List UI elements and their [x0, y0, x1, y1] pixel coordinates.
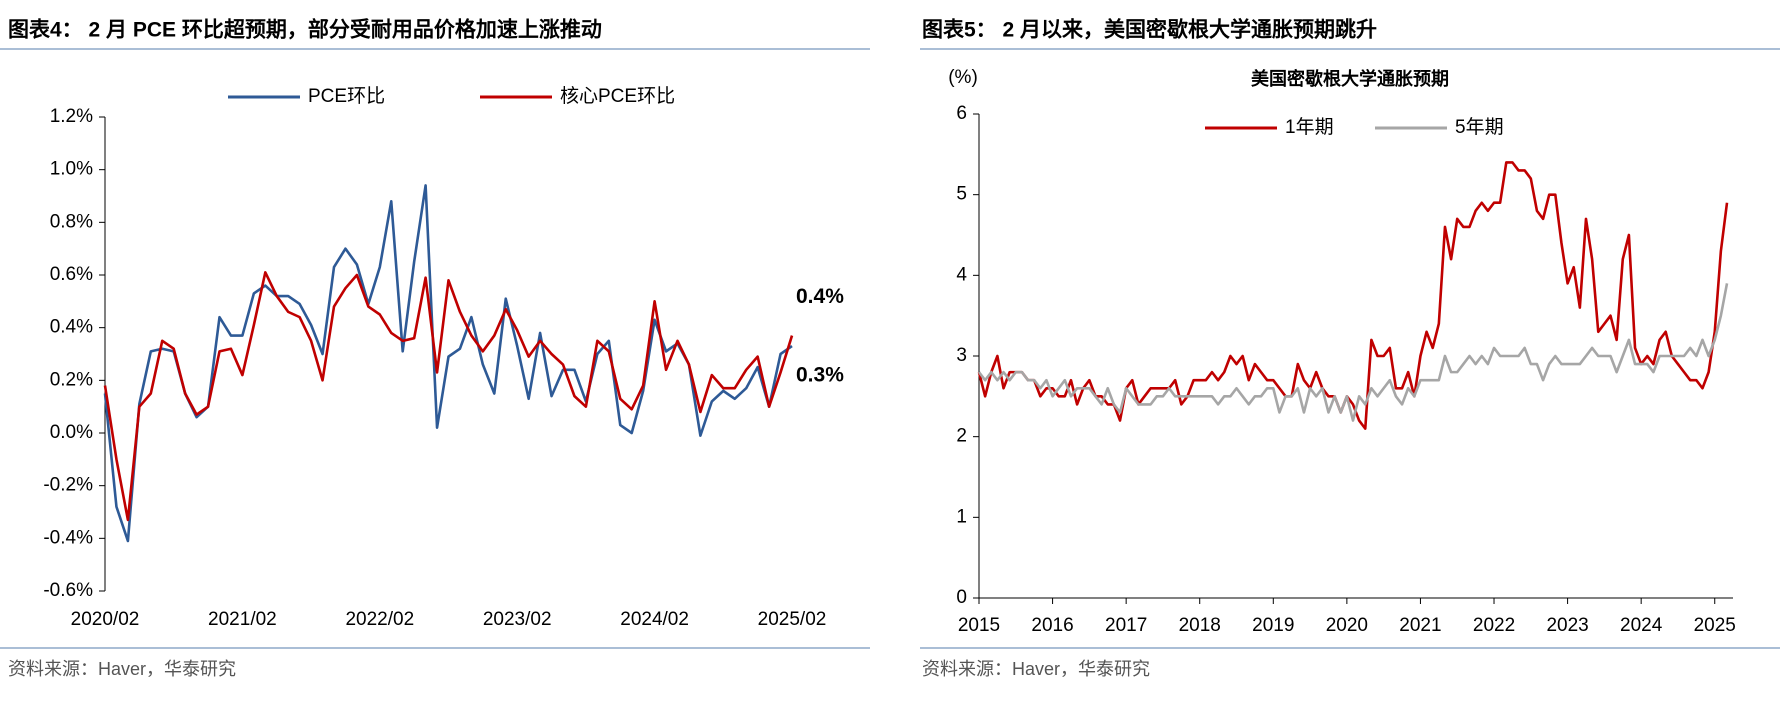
legend-label: 1年期: [1285, 116, 1334, 138]
end-label: 0.3%: [796, 364, 844, 387]
y-tick-label: 1.0%: [50, 159, 93, 180]
source: 资料来源：Haver，华泰研究: [8, 659, 236, 679]
x-tick-label: 2022: [1473, 615, 1515, 636]
chart-subtitle: 美国密歇根大学通胀预期: [1251, 68, 1449, 89]
line-series: [103, 271, 794, 522]
x-tick-label: 2021/02: [208, 609, 277, 630]
chart-title: 图表4： 2 月 PCE 环比超预期，部分受耐用品价格加速上涨推动: [8, 18, 602, 42]
y-tick-label: -0.6%: [43, 580, 93, 601]
y-tick-label: 0.8%: [50, 211, 93, 232]
x-tick-label: 2017: [1105, 615, 1147, 636]
y-tick-label: 5: [956, 184, 967, 205]
x-tick-label: 2024/02: [620, 609, 689, 630]
x-tick-label: 2016: [1031, 615, 1073, 636]
x-tick-label: 2019: [1252, 615, 1294, 636]
x-tick-label: 2024: [1620, 615, 1663, 636]
legend-label: 5年期: [1455, 116, 1504, 138]
x-tick-label: 2025/02: [758, 609, 827, 630]
x-tick-label: 2023/02: [483, 609, 552, 630]
x-tick-label: 2020/02: [71, 609, 140, 630]
y-tick-label: 0.4%: [50, 317, 93, 338]
y-tick-label: -0.2%: [43, 475, 93, 496]
x-tick-label: 2018: [1179, 615, 1221, 636]
y-tick-label: 1.2%: [50, 106, 93, 127]
y-axis-label: (%): [948, 67, 978, 88]
y-tick-label: 6: [956, 103, 967, 124]
x-tick-label: 2023: [1546, 615, 1588, 636]
source: 资料来源：Haver，华泰研究: [922, 659, 1150, 679]
y-tick-label: 0.0%: [50, 422, 93, 443]
line-series: [977, 283, 1729, 422]
x-tick-label: 2022/02: [345, 609, 414, 630]
chart-title: 图表5： 2 月以来，美国密歇根大学通胀预期跳升: [922, 18, 1377, 42]
y-tick-label: -0.4%: [43, 527, 93, 548]
y-tick-label: 0.2%: [50, 369, 93, 390]
x-tick-label: 2025: [1694, 615, 1736, 636]
y-tick-label: 2: [956, 426, 967, 447]
y-tick-label: 0: [956, 587, 967, 608]
x-tick-label: 2015: [958, 615, 1000, 636]
y-tick-label: 1: [956, 506, 967, 527]
x-tick-label: 2021: [1399, 615, 1441, 636]
end-label: 0.4%: [796, 285, 844, 308]
y-tick-label: 4: [956, 264, 967, 285]
x-tick-label: 2020: [1326, 615, 1368, 636]
y-tick-label: 3: [956, 345, 967, 366]
y-tick-label: 0.6%: [50, 264, 93, 285]
legend-label: PCE环比: [308, 85, 385, 107]
legend-label: 核心PCE环比: [560, 85, 675, 107]
